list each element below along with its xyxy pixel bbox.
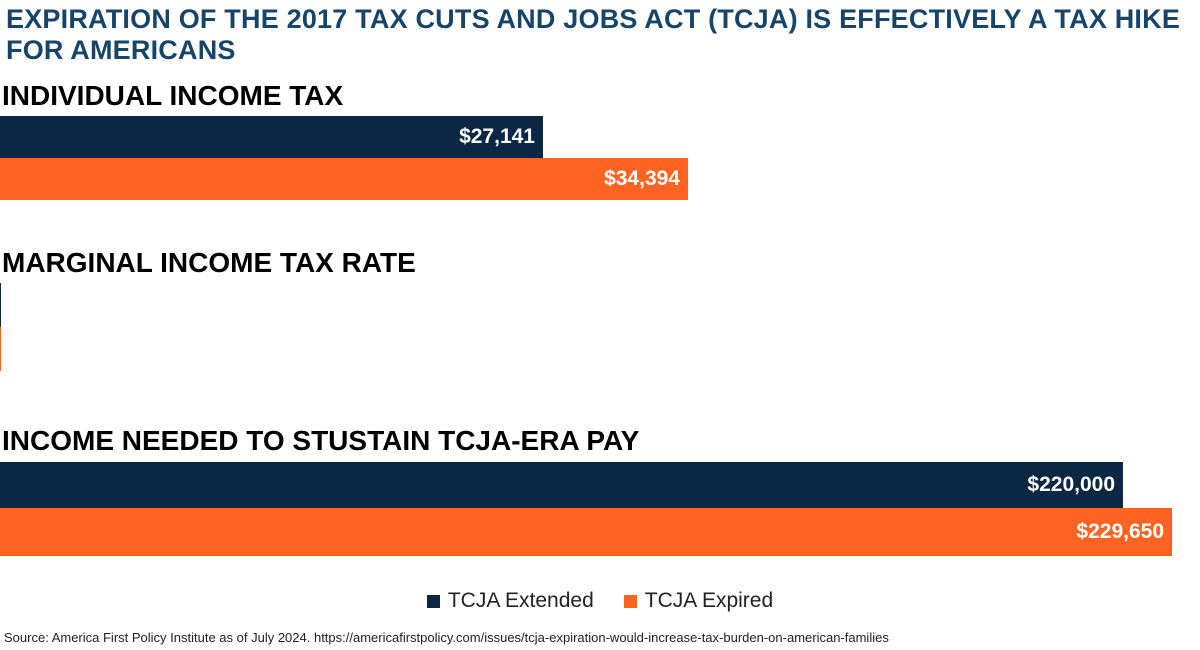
bar-value-label: $34,394 <box>604 167 680 190</box>
source-note: Source: America First Policy Institute a… <box>4 630 889 645</box>
bar-tcja-extended-panel-2: $220,000 <box>0 462 1123 508</box>
legend-item-tcja-expired: TCJA Expired <box>623 589 774 613</box>
bar-tcja-expired-panel-1: 25% <box>0 327 1 371</box>
legend: TCJA Extended TCJA Expired <box>0 589 1200 613</box>
bar-tcja-expired-panel-2: $229,650 <box>0 508 1172 556</box>
bar-tcja-expired-panel-0: $34,394 <box>0 158 688 200</box>
legend-swatch-tcja-expired <box>623 594 637 608</box>
bar-value-label: $220,000 <box>1027 473 1115 496</box>
panel-title-individual-income-tax: Individual Income Tax <box>2 80 344 111</box>
bar-value-label: $27,141 <box>459 125 535 148</box>
panel-title-marginal-income-tax-rate: Marginal Income Tax Rate <box>2 247 416 278</box>
chart-title: Expiration of the 2017 Tax Cuts and Jobs… <box>6 4 1181 65</box>
legend-label-tcja-extended: TCJA Extended <box>447 589 594 612</box>
panel-title-income-needed: Income Needed to Stustain TCJA-Era Pay <box>2 425 640 456</box>
bar-value-label: $229,650 <box>1076 520 1164 543</box>
legend-item-tcja-extended: TCJA Extended <box>426 589 594 613</box>
legend-swatch-tcja-extended <box>426 594 440 608</box>
bar-tcja-extended-panel-0: $27,141 <box>0 116 543 158</box>
bar-tcja-extended-panel-1: 22% <box>0 283 1 327</box>
legend-label-tcja-expired: TCJA Expired <box>644 589 774 612</box>
